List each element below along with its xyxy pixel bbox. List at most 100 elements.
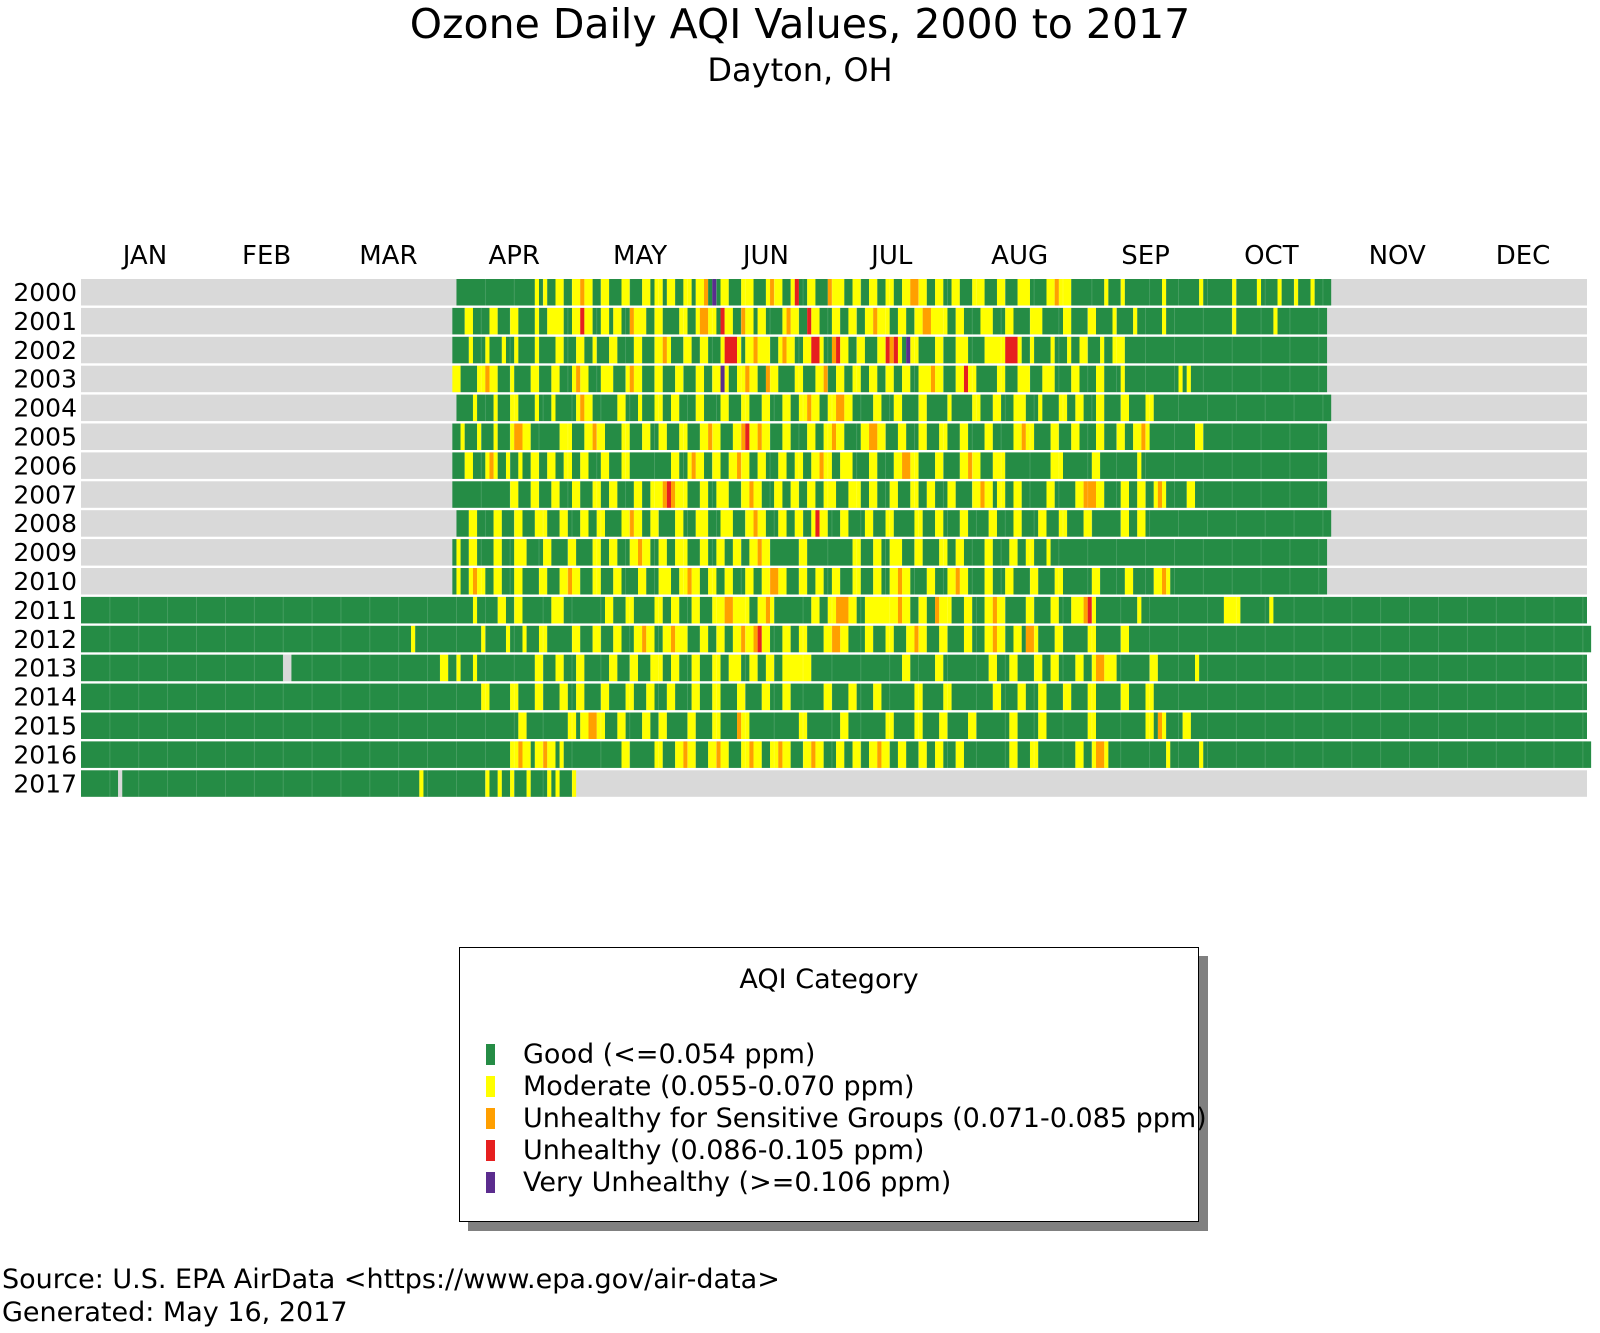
week-separator xyxy=(975,510,977,537)
aqi-cell-moderate xyxy=(571,279,581,306)
aqi-cell-usg xyxy=(831,625,841,653)
aqi-cell-good xyxy=(1153,712,1158,739)
aqi-cell-moderate xyxy=(972,452,981,479)
aqi-cell-moderate xyxy=(1075,654,1084,682)
aqi-cell-good xyxy=(728,365,738,393)
aqi-cell-good xyxy=(510,625,523,653)
week-separator xyxy=(975,683,977,711)
week-separator xyxy=(1116,452,1118,479)
aqi-cell-moderate xyxy=(728,452,738,479)
week-separator xyxy=(1231,307,1233,335)
week-separator xyxy=(683,539,684,566)
aqi-cell-usg xyxy=(704,279,709,306)
aqi-cell-moderate xyxy=(885,625,894,653)
week-separator xyxy=(538,452,540,479)
aqi-cell-good xyxy=(1029,365,1043,393)
week-separator xyxy=(1149,596,1151,624)
week-separator xyxy=(1322,741,1324,768)
week-separator xyxy=(1087,568,1089,595)
aqi-cell-good xyxy=(1182,365,1187,393)
aqi-cell-unhealthy xyxy=(885,336,890,364)
year-row-2008: 2008 xyxy=(13,509,1587,538)
aqi-cell-usg xyxy=(629,307,634,335)
aqi-cell-unhealthy xyxy=(893,336,898,364)
aqi-cell-good xyxy=(1091,510,1121,537)
aqi-cell-moderate xyxy=(902,365,911,393)
week-separator xyxy=(1438,712,1439,739)
aqi-cell-good xyxy=(1005,279,1018,306)
aqi-cell-good xyxy=(881,539,890,566)
aqi-cell-good xyxy=(658,510,676,537)
aqi-cell-moderate xyxy=(526,770,531,797)
aqi-cell-good xyxy=(1124,279,1163,306)
aqi-cell-moderate xyxy=(918,279,927,306)
week-separator xyxy=(1062,654,1064,682)
week-separator xyxy=(625,336,627,364)
week-separator xyxy=(1202,452,1204,479)
aqi-cell-good xyxy=(625,712,643,739)
aqi-cell-moderate xyxy=(1104,741,1109,768)
aqi-cell-moderate xyxy=(538,625,548,653)
aqi-cell-usg xyxy=(1157,712,1163,739)
aqi-cell-moderate xyxy=(761,625,771,653)
aqi-cell-good xyxy=(460,568,469,595)
week-separator xyxy=(1264,510,1266,537)
week-separator xyxy=(1293,394,1295,422)
week-separator xyxy=(947,596,948,624)
week-separator xyxy=(769,539,771,566)
week-separator xyxy=(1004,654,1006,682)
aqi-cell-moderate xyxy=(935,654,944,682)
week-separator xyxy=(542,510,544,537)
aqi-cell-moderate xyxy=(724,365,729,393)
aqi-cell-good xyxy=(1054,336,1068,364)
aqi-cell-moderate xyxy=(761,394,771,422)
aqi-cell-good xyxy=(1100,452,1138,479)
week-separator xyxy=(1062,510,1064,537)
aqi-cell-moderate xyxy=(1112,336,1125,364)
week-separator xyxy=(571,741,573,768)
aqi-cell-moderate xyxy=(757,452,766,479)
aqi-cell-moderate xyxy=(984,481,993,508)
week-separator xyxy=(567,481,569,508)
aqi-cell-moderate xyxy=(910,452,919,479)
week-separator xyxy=(1466,712,1468,739)
legend-label-usg: Unhealthy for Sensitive Groups (0.071-0.… xyxy=(523,1102,1207,1134)
week-separator xyxy=(860,394,862,422)
aqi-cell-good xyxy=(605,510,622,537)
week-separator xyxy=(1058,336,1060,364)
aqi-cell-moderate xyxy=(1079,336,1088,364)
aqi-cell-moderate xyxy=(819,510,828,537)
aqi-cell-good xyxy=(617,336,634,364)
aqi-cell-moderate xyxy=(939,712,948,739)
aqi-cell-moderate xyxy=(720,741,729,768)
aqi-cell-moderate xyxy=(823,452,832,479)
aqi-cell-moderate xyxy=(666,683,676,711)
aqi-cell-good xyxy=(926,423,940,450)
week-separator xyxy=(398,683,400,711)
week-separator xyxy=(802,712,804,739)
year-label-2007: 2007 xyxy=(13,480,77,509)
week-separator xyxy=(1033,625,1035,653)
aqi-cell-moderate xyxy=(798,394,808,422)
aqi-cell-good xyxy=(1096,596,1138,624)
aqi-cell-moderate xyxy=(576,336,585,364)
aqi-cell-moderate xyxy=(600,279,610,306)
aqi-cell-good xyxy=(992,568,1006,595)
aqi-cell-moderate xyxy=(914,307,923,335)
aqi-cell-moderate xyxy=(807,279,816,306)
week-separator xyxy=(654,336,655,364)
aqi-cell-good xyxy=(452,452,465,479)
aqi-cell-good xyxy=(1025,394,1039,422)
aqi-cell-moderate xyxy=(893,452,903,479)
aqi-cell-moderate xyxy=(761,568,771,595)
week-separator xyxy=(885,452,886,479)
aqi-cell-moderate xyxy=(935,279,944,306)
week-separator xyxy=(744,654,746,682)
aqi-cell-good xyxy=(1195,481,1328,508)
aqi-cell-moderate xyxy=(654,365,663,393)
aqi-cell-moderate xyxy=(811,596,820,624)
week-separator xyxy=(856,336,858,364)
aqi-cell-moderate xyxy=(534,741,544,768)
aqi-cell-good xyxy=(877,452,894,479)
week-separator xyxy=(918,510,919,537)
